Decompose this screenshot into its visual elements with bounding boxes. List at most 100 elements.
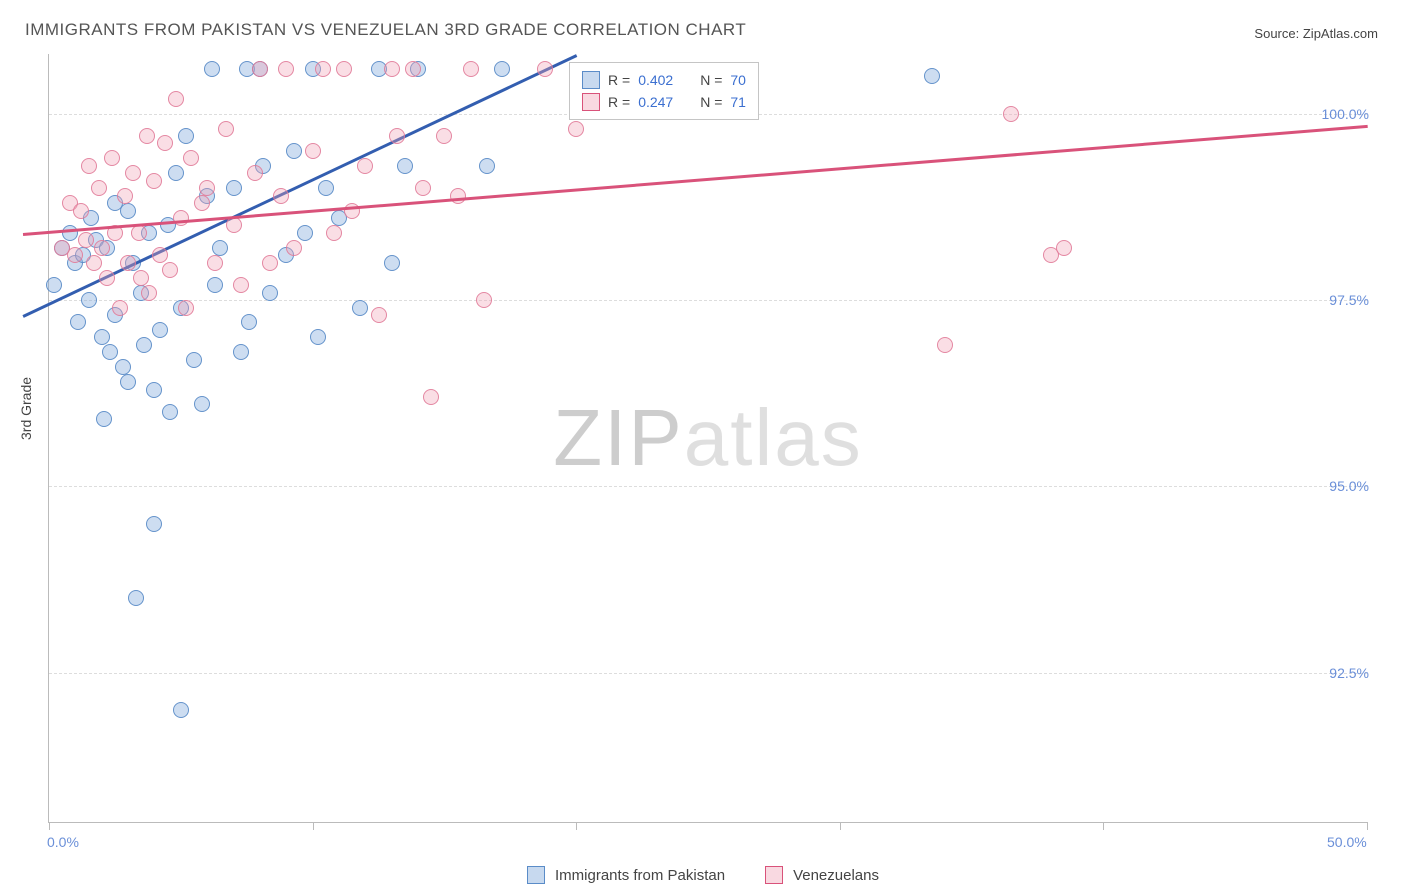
x-tick [1103,822,1104,830]
x-tick [49,822,50,830]
y-tick-label: 92.5% [1329,665,1369,681]
scatter-point [315,61,331,77]
scatter-point [62,225,78,241]
x-tick [1367,822,1368,830]
source-label: Source: [1254,26,1299,41]
legend-swatch-pink [765,866,783,884]
scatter-point [91,180,107,196]
scatter-point [146,173,162,189]
scatter-point [286,240,302,256]
scatter-point [186,352,202,368]
scatter-point [352,300,368,316]
scatter-point [384,61,400,77]
scatter-point [168,165,184,181]
scatter-point [262,255,278,271]
scatter-point [537,61,553,77]
scatter-point [136,337,152,353]
scatter-point [146,382,162,398]
scatter-point [178,128,194,144]
scatter-point [96,411,112,427]
scatter-point [389,128,405,144]
scatter-point [152,322,168,338]
legend-swatch-pink [582,93,600,111]
scatter-point [924,68,940,84]
scatter-point [286,143,302,159]
scatter-point [178,300,194,316]
gridline [49,673,1367,674]
scatter-point [357,158,373,174]
scatter-point [94,329,110,345]
x-axis-series-legend: Immigrants from Pakistan Venezuelans [0,866,1406,884]
y-axis-title: 3rd Grade [18,377,34,440]
scatter-point [139,128,155,144]
scatter-point [168,91,184,107]
r-label: R = [608,72,630,88]
source-attribution: Source: ZipAtlas.com [1254,26,1378,41]
legend-row-series-2: R = 0.247 N = 71 [582,91,746,113]
scatter-point [162,262,178,278]
scatter-point [450,188,466,204]
scatter-point [318,180,334,196]
scatter-point [204,61,220,77]
scatter-point [120,374,136,390]
scatter-point [937,337,953,353]
scatter-point [104,150,120,166]
scatter-point [46,277,62,293]
scatter-point [384,255,400,271]
scatter-point [128,590,144,606]
legend-item-venezuelan: Venezuelans [765,866,879,884]
scatter-point [173,210,189,226]
y-tick-label: 95.0% [1329,478,1369,494]
scatter-point [115,359,131,375]
scatter-point [162,404,178,420]
legend-swatch-blue [582,71,600,89]
scatter-point [152,247,168,263]
n-value-2: 71 [730,94,746,110]
scatter-point [371,307,387,323]
source-value: ZipAtlas.com [1303,26,1378,41]
scatter-point [436,128,452,144]
trend-line [23,125,1368,236]
n-label: N = [700,94,722,110]
scatter-point [173,702,189,718]
scatter-point [1056,240,1072,256]
legend-row-series-1: R = 0.402 N = 70 [582,69,746,91]
scatter-point [94,240,110,256]
legend-item-pakistan: Immigrants from Pakistan [527,866,725,884]
scatter-point [326,225,342,241]
scatter-point [81,158,97,174]
watermark-atlas: atlas [684,393,863,482]
x-tick [840,822,841,830]
scatter-point [218,121,234,137]
scatter-point [157,135,173,151]
scatter-point [226,217,242,233]
scatter-point [120,255,136,271]
r-value-2: 0.247 [638,94,686,110]
scatter-point [133,270,149,286]
scatter-point [146,516,162,532]
scatter-point [262,285,278,301]
gridline [49,300,1367,301]
scatter-point [120,203,136,219]
legend-swatch-blue [527,866,545,884]
scatter-point [67,247,83,263]
scatter-point [423,389,439,405]
scatter-point [233,344,249,360]
scatter-point [278,61,294,77]
y-tick-label: 97.5% [1329,292,1369,308]
scatter-point [207,255,223,271]
scatter-point [70,314,86,330]
scatter-point [102,344,118,360]
y-tick-label: 100.0% [1322,106,1369,122]
scatter-point [310,329,326,345]
scatter-point [78,232,94,248]
scatter-point [141,285,157,301]
scatter-point [305,143,321,159]
scatter-point [1003,106,1019,122]
x-tick-label: 0.0% [47,834,79,850]
correlation-legend-box: R = 0.402 N = 70 R = 0.247 N = 71 [569,62,759,120]
scatter-plot-area: ZIPatlas 92.5%95.0%97.5%100.0%0.0%50.0% … [48,54,1367,823]
gridline [49,486,1367,487]
scatter-point [297,225,313,241]
watermark-logo: ZIPatlas [553,392,862,484]
